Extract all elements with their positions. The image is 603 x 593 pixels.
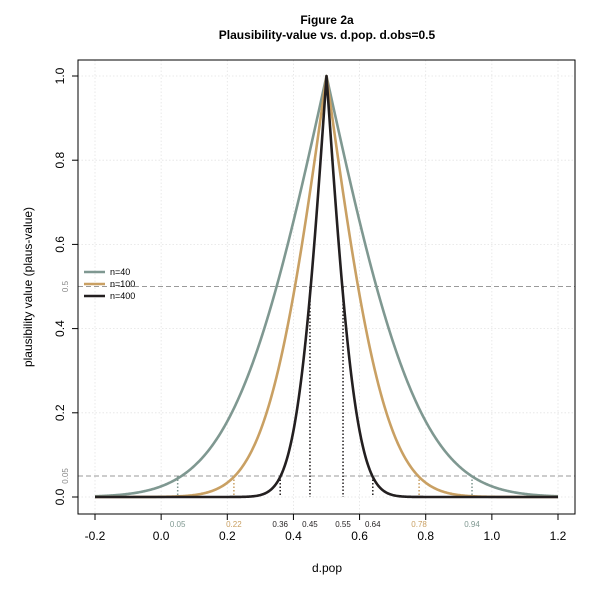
x-tick-label: 0.4 bbox=[285, 529, 302, 543]
chart-subtitle: Plausibility-value vs. d.pop. d.obs=0.5 bbox=[219, 28, 436, 42]
x-axis-label: d.pop bbox=[312, 561, 342, 575]
x-tick-label: -0.2 bbox=[85, 529, 106, 543]
reference-lines: 0.5 0.05 bbox=[61, 280, 575, 484]
threshold-label: 0.94 bbox=[464, 520, 480, 529]
threshold-label: 0.05 bbox=[170, 520, 186, 529]
y-axis-label: plausibility value (plaus-value) bbox=[21, 207, 35, 367]
legend-entry-n=40: n=40 bbox=[110, 267, 130, 277]
y-tick-label: 0.4 bbox=[53, 320, 67, 337]
x-tick-label: 0.2 bbox=[219, 529, 236, 543]
reference-hline-label: 0.05 bbox=[61, 468, 70, 484]
legend-entry-n=400: n=400 bbox=[110, 291, 135, 301]
chart-title: Figure 2a bbox=[300, 13, 354, 27]
threshold-lines bbox=[176, 286, 473, 497]
y-tick-label: 0.6 bbox=[53, 236, 67, 253]
legend: n=40 n=100 n=400 bbox=[84, 267, 135, 301]
x-tick-label: 0.0 bbox=[153, 529, 170, 543]
x-tick-label: 0.6 bbox=[351, 529, 368, 543]
x-tick-label: 0.8 bbox=[417, 529, 434, 543]
threshold-label: 0.22 bbox=[226, 520, 242, 529]
y-tick-label: 0.8 bbox=[53, 152, 67, 169]
y-tick-label: 0.2 bbox=[53, 404, 67, 421]
series-lines bbox=[94, 74, 559, 499]
threshold-label: 0.64 bbox=[365, 520, 381, 529]
threshold-labels: 0.05 0.22 0.36 0.45 0.55 0.64 0.78 0.94 bbox=[170, 520, 480, 529]
reference-hline-label: 0.5 bbox=[61, 280, 70, 292]
threshold-label: 0.45 bbox=[302, 520, 318, 529]
axes: -0.2 0.0 0.2 0.4 0.6 0.8 1.0 1.2 0.0 0.2 0.4 0.6 0.8… bbox=[53, 67, 567, 543]
threshold-label: 0.36 bbox=[272, 520, 288, 529]
x-tick-label: 1.0 bbox=[484, 529, 501, 543]
legend-entry-n=100: n=100 bbox=[110, 279, 135, 289]
plot-frame bbox=[77, 59, 576, 515]
threshold-label: 0.78 bbox=[411, 520, 427, 529]
x-tick-label: 1.2 bbox=[550, 529, 567, 543]
series-line-n=400 bbox=[94, 74, 559, 499]
y-tick-label: 0.0 bbox=[53, 488, 67, 505]
y-tick-label: 1.0 bbox=[53, 67, 67, 84]
threshold-label: 0.55 bbox=[335, 520, 351, 529]
